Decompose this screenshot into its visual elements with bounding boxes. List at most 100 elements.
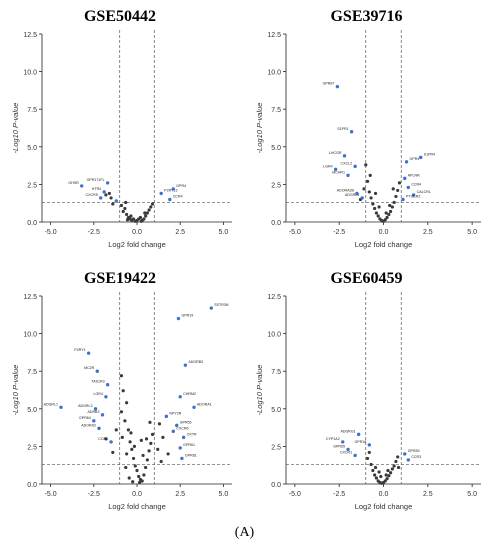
gene-label: CXCR1 xyxy=(340,450,352,454)
ns-point xyxy=(119,410,124,414)
ns-point xyxy=(147,208,151,212)
gene-label: CXCR5 xyxy=(86,193,98,197)
ns-point xyxy=(132,444,137,448)
ns-point xyxy=(119,374,124,378)
ns-point xyxy=(373,191,378,196)
ns-point xyxy=(131,217,136,221)
significant-point xyxy=(59,405,63,409)
y-tick-label: 2.5 xyxy=(271,182,281,189)
x-tick-label: -5.0 xyxy=(45,229,57,236)
ns-point xyxy=(135,468,139,473)
ns-point xyxy=(104,193,108,197)
significant-point xyxy=(419,155,423,160)
ns-point xyxy=(144,437,149,441)
y-tick-label: 2.5 xyxy=(27,182,37,189)
significant-point xyxy=(171,187,175,191)
x-tick-label: 2.5 xyxy=(175,229,185,236)
gene-label: ADGRL4 xyxy=(345,193,359,197)
ns-point xyxy=(373,206,377,211)
ns-point xyxy=(362,187,366,191)
y-tick-label: 0.0 xyxy=(271,220,281,227)
x-tick-label: 0.0 xyxy=(379,229,389,236)
gene-label: ADGRG1 xyxy=(340,429,355,433)
significant-point xyxy=(175,423,179,428)
y-tick-label: 2.5 xyxy=(271,444,281,451)
x-axis-label: Log2 fold change xyxy=(355,502,413,511)
ns-point xyxy=(157,422,162,426)
ns-point xyxy=(145,458,149,462)
ns-point xyxy=(385,477,389,481)
ns-point xyxy=(144,214,148,218)
y-tick-label: 10.0 xyxy=(267,70,281,77)
ns-point xyxy=(377,470,381,474)
gene-label: CCR4 xyxy=(411,182,421,186)
ns-point xyxy=(388,209,393,214)
x-tick-label: -2.5 xyxy=(333,229,345,236)
gene-label: ADGRL3 xyxy=(78,404,92,408)
ns-point xyxy=(143,211,147,215)
ns-point xyxy=(396,188,400,193)
ns-point xyxy=(119,203,124,208)
ns-point xyxy=(373,473,377,477)
ns-point xyxy=(123,419,127,423)
ns-point xyxy=(142,473,146,477)
gene-label: P2RY13 xyxy=(164,188,177,192)
gene-label: GPR39 xyxy=(408,449,420,453)
x-tick-label: -2.5 xyxy=(333,491,345,498)
gene-label: CHRM2 xyxy=(183,392,196,396)
gene-label: P2RY1 xyxy=(74,348,85,352)
gene-label: CXCR6 xyxy=(176,426,188,430)
gene-label: GPR87 xyxy=(323,82,335,86)
ns-point xyxy=(394,194,398,199)
gene-label: S1PR1 xyxy=(337,127,348,131)
gene-label: CCR4 xyxy=(173,194,183,198)
gene-label: LGR4 xyxy=(94,392,103,396)
ns-point xyxy=(377,205,381,209)
ns-point xyxy=(137,474,141,479)
significant-point xyxy=(341,440,345,444)
x-tick-label: -5.0 xyxy=(289,491,301,498)
y-tick-label: 7.5 xyxy=(271,369,281,376)
volcano-panel-gse39716: GSE39716 0.0 2.5 5.0 7.5 10.0 12.5 -5.0 -2.5 0.0… xyxy=(244,0,489,262)
ns-point xyxy=(387,474,391,478)
significant-point xyxy=(406,458,411,462)
volcano-plot-gse50442: 0.0 2.5 5.0 7.5 10.0 12.5 -5.0 -2.5 0.0 2.5 5.0 Log… xyxy=(11,30,232,249)
ns-point xyxy=(133,464,137,468)
ns-point xyxy=(111,202,115,206)
panel-title: GSE60459 xyxy=(330,270,403,287)
significant-point xyxy=(192,405,196,409)
gene-label: GPR55 xyxy=(180,420,192,424)
ns-point xyxy=(386,468,390,473)
y-tick-label: 12.5 xyxy=(267,294,281,301)
significant-point xyxy=(355,191,359,196)
y-axis-label: -Log10 P-value xyxy=(255,103,264,154)
significant-point xyxy=(104,395,108,399)
gene-label: SSTR3N xyxy=(214,303,229,307)
ns-point xyxy=(384,211,388,215)
y-tick-label: 0.0 xyxy=(271,482,281,489)
significant-point xyxy=(105,181,110,185)
gene-label: GHSR xyxy=(68,181,79,185)
gene-label: NPY2R xyxy=(169,411,181,415)
ns-point xyxy=(397,181,402,185)
significant-point xyxy=(102,190,106,194)
gene-label: S1PR4 xyxy=(424,152,435,156)
y-axis-label: -Log10 P-value xyxy=(255,365,264,416)
significant-point xyxy=(176,316,181,321)
ns-point xyxy=(387,212,391,217)
y-tick-label: 12.5 xyxy=(23,294,37,301)
y-tick-label: 0.0 xyxy=(27,482,37,489)
y-tick-label: 5.0 xyxy=(27,407,37,414)
significant-point xyxy=(404,160,409,164)
significant-point xyxy=(105,383,110,387)
ns-point xyxy=(142,217,146,221)
x-tick-label: 0.0 xyxy=(132,229,142,236)
ns-point xyxy=(149,441,153,445)
x-tick-label: 2.5 xyxy=(175,491,185,498)
gene-label: ADGRB3 xyxy=(188,360,203,364)
significant-point xyxy=(114,199,118,203)
gene-label: GPR64 xyxy=(79,416,91,420)
ns-point xyxy=(147,449,151,453)
significant-point xyxy=(181,435,186,440)
y-tick-label: 12.5 xyxy=(267,32,281,39)
